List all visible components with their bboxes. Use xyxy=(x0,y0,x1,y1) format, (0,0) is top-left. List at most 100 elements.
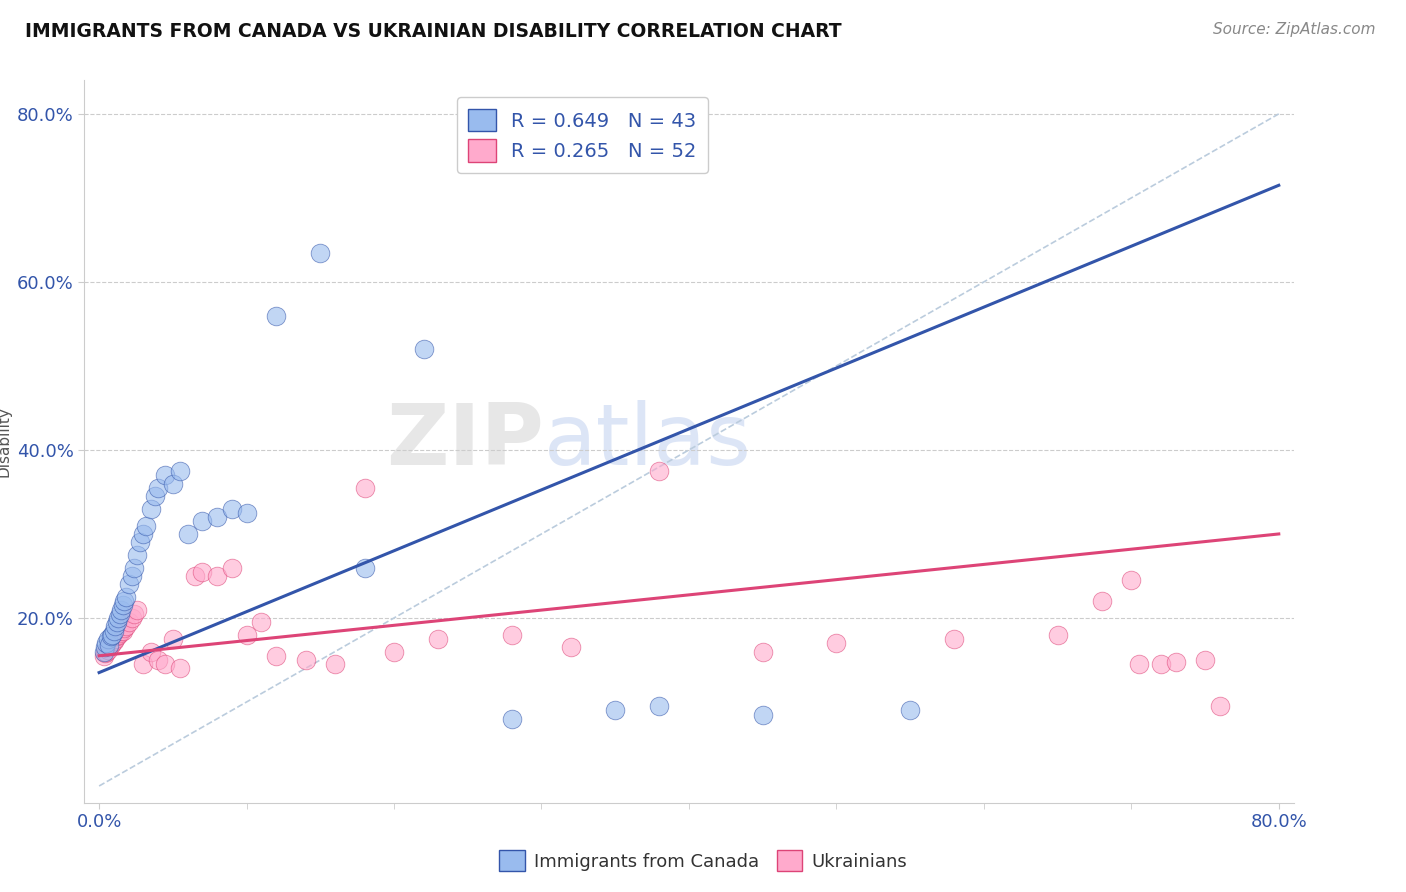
Point xyxy=(104,632,127,646)
Legend: Immigrants from Canada, Ukrainians: Immigrants from Canada, Ukrainians xyxy=(492,843,914,879)
Text: IMMIGRANTS FROM CANADA VS UKRAINIAN DISABILITY CORRELATION CHART: IMMIGRANTS FROM CANADA VS UKRAINIAN DISA… xyxy=(25,22,842,41)
Point xyxy=(221,560,243,574)
Point xyxy=(898,703,921,717)
Point xyxy=(117,615,139,630)
Point xyxy=(825,636,848,650)
Point xyxy=(412,342,434,356)
Point xyxy=(132,657,155,672)
Point xyxy=(205,569,228,583)
Point xyxy=(1128,657,1150,672)
Point xyxy=(110,602,132,616)
Point xyxy=(114,619,136,633)
Text: ZIP: ZIP xyxy=(387,400,544,483)
Point xyxy=(143,489,166,503)
Point xyxy=(155,468,177,483)
Point xyxy=(111,599,134,613)
Text: atlas: atlas xyxy=(544,400,752,483)
Y-axis label: Disability: Disability xyxy=(0,406,11,477)
Legend: R = 0.649   N = 43, R = 0.265   N = 52: R = 0.649 N = 43, R = 0.265 N = 52 xyxy=(457,97,709,173)
Point xyxy=(100,630,122,644)
Point xyxy=(250,615,273,630)
Point xyxy=(191,565,214,579)
Point xyxy=(97,632,120,646)
Point xyxy=(1150,657,1173,672)
Point xyxy=(235,628,257,642)
Point xyxy=(124,607,146,621)
Point xyxy=(264,309,287,323)
Point xyxy=(127,602,149,616)
Point xyxy=(129,535,152,549)
Point xyxy=(103,634,125,648)
Point xyxy=(107,611,129,625)
Point xyxy=(96,644,118,658)
Point xyxy=(155,657,177,672)
Point xyxy=(605,703,627,717)
Point xyxy=(98,638,121,652)
Point xyxy=(108,626,131,640)
Point xyxy=(191,514,214,528)
Point xyxy=(108,607,131,621)
Point xyxy=(205,510,228,524)
Point xyxy=(103,624,125,638)
Point xyxy=(139,501,162,516)
Point xyxy=(97,643,120,657)
Point xyxy=(943,632,966,646)
Point xyxy=(112,621,135,635)
Point xyxy=(1091,594,1114,608)
Point xyxy=(101,636,124,650)
Point xyxy=(135,518,157,533)
Point xyxy=(427,632,450,646)
Point xyxy=(124,560,146,574)
Text: Source: ZipAtlas.com: Source: ZipAtlas.com xyxy=(1212,22,1375,37)
Point xyxy=(751,644,773,658)
Point xyxy=(1209,699,1232,714)
Point xyxy=(110,624,132,638)
Point xyxy=(751,707,773,722)
Point xyxy=(1046,628,1069,642)
Point xyxy=(146,481,169,495)
Point xyxy=(309,245,332,260)
Point xyxy=(105,615,128,630)
Point xyxy=(94,646,117,660)
Point xyxy=(353,560,375,574)
Point xyxy=(501,712,523,726)
Point xyxy=(382,644,405,658)
Point xyxy=(127,548,149,562)
Point xyxy=(176,527,198,541)
Point xyxy=(121,611,143,625)
Point xyxy=(101,628,124,642)
Point xyxy=(146,653,169,667)
Point xyxy=(1194,653,1216,667)
Point xyxy=(96,636,118,650)
Point xyxy=(121,569,143,583)
Point xyxy=(184,569,207,583)
Point xyxy=(98,640,121,655)
Point xyxy=(104,619,127,633)
Point xyxy=(501,628,523,642)
Point xyxy=(111,624,134,638)
Point xyxy=(162,476,184,491)
Point xyxy=(169,661,191,675)
Point xyxy=(112,594,135,608)
Point xyxy=(1121,573,1143,587)
Point xyxy=(294,653,316,667)
Point xyxy=(648,699,671,714)
Point xyxy=(648,464,671,478)
Point xyxy=(105,630,128,644)
Point xyxy=(132,527,155,541)
Point xyxy=(162,632,184,646)
Point xyxy=(221,501,243,516)
Point xyxy=(139,644,162,658)
Point xyxy=(235,506,257,520)
Point xyxy=(1164,655,1187,669)
Point xyxy=(353,481,375,495)
Point xyxy=(117,577,139,591)
Point xyxy=(100,638,122,652)
Point xyxy=(94,640,117,655)
Point xyxy=(264,648,287,663)
Point xyxy=(169,464,191,478)
Point xyxy=(114,590,136,604)
Point xyxy=(93,644,115,658)
Point xyxy=(323,657,346,672)
Point xyxy=(560,640,582,655)
